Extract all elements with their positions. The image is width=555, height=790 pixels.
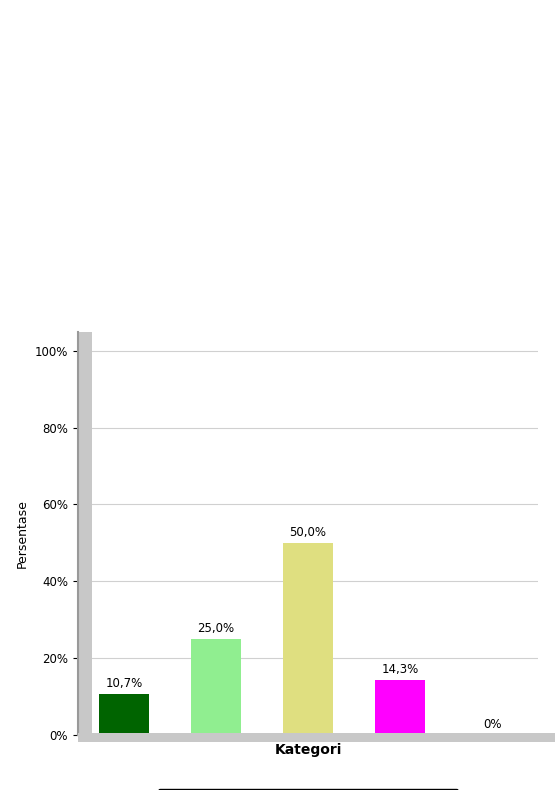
Bar [78, 733, 555, 743]
Text: 10,7%: 10,7% [105, 677, 143, 690]
Bar [78, 332, 92, 735]
Legend: Sangat Baik, Baik, Cukup, Kurang, Gagal: Sangat Baik, Baik, Cukup, Kurang, Gagal [158, 788, 458, 790]
Bar [99, 694, 149, 735]
Y-axis label: Persentase: Persentase [16, 498, 29, 568]
Bar [375, 680, 425, 735]
Text: 14,3%: 14,3% [381, 663, 418, 676]
Bar [282, 543, 334, 735]
Text: 25,0%: 25,0% [198, 622, 235, 635]
Bar [191, 639, 241, 735]
Text: 50,0%: 50,0% [290, 526, 326, 539]
Text: 0%: 0% [483, 718, 501, 731]
X-axis label: Kategori: Kategori [274, 743, 342, 757]
